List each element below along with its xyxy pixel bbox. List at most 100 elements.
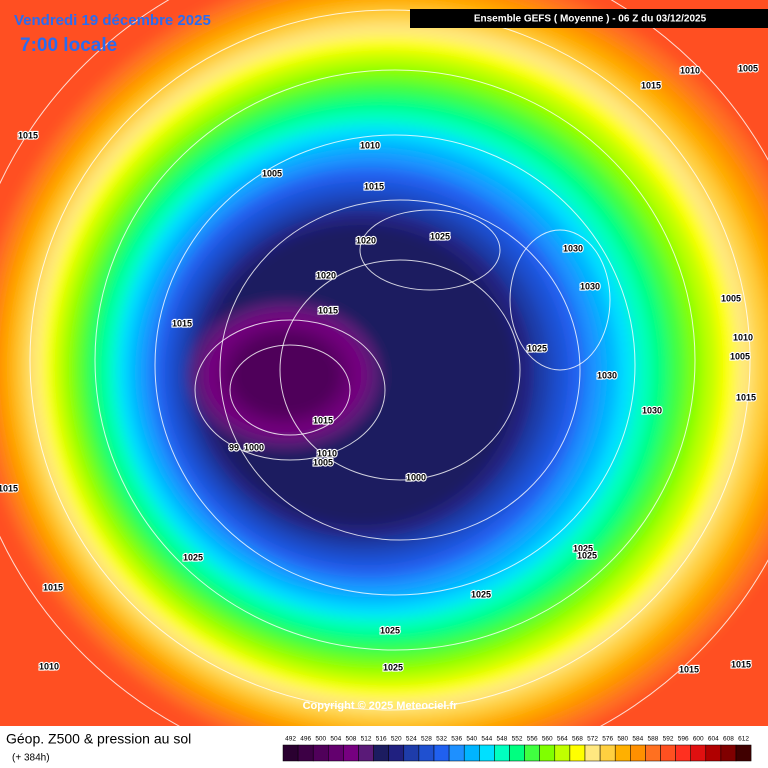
isobar [509,229,611,371]
scale-label: 564 [557,736,568,743]
isobar-label: 1005 [262,168,282,178]
isobar-label: 99 [229,442,239,452]
scale-label: 580 [617,736,628,743]
scale-swatch [312,744,329,762]
scale-label: 552 [512,736,523,743]
isobar-label: 1030 [580,281,600,291]
scale-swatch [524,744,540,762]
isobar-label: 1030 [597,370,617,380]
footer-title: Géop. Z500 & pression au sol [6,731,191,747]
scale-label: 500 [315,736,326,743]
isobar-label: 1010 [317,448,337,458]
scale-swatch [539,744,556,762]
isobar-label: 1015 [172,318,192,328]
scale-swatch [388,744,405,762]
isobar-label: 1005 [730,351,750,361]
isobar [229,344,351,436]
scale-label: 568 [572,736,583,743]
isobar-label: 1015 [0,483,18,493]
field-band [231,334,339,416]
scale-label: 544 [481,736,492,743]
scale-label: 540 [466,736,477,743]
scale-swatch [463,744,480,762]
scale-label: 496 [300,736,311,743]
scale-label: 612 [738,736,749,743]
isobar [29,9,751,711]
scale-swatch [328,744,344,762]
scale-label: 508 [346,736,357,743]
date: Vendredi 19 décembre 2025 [14,12,211,29]
isobar-label: 1025 [471,589,491,599]
isobar-label: 1015 [318,305,338,315]
scale-label: 556 [527,736,538,743]
isobar [154,134,636,596]
scale-label: 528 [421,736,432,743]
isobar-label: 1010 [680,65,700,75]
scale-swatch [614,744,631,762]
isobar-label: 1030 [642,405,662,415]
scale-label: 600 [693,736,704,743]
scale-swatch [479,744,495,762]
isobar-label: 1025 [577,550,597,560]
scale-label: 516 [376,736,387,743]
scale-swatch [403,744,420,762]
isobar-label: 1015 [18,130,38,140]
isobar-label: 1020 [316,270,336,280]
scale-swatch [645,744,661,762]
scale-swatch [554,744,571,762]
isobar-label: 1000 [406,472,426,482]
scale-label: 604 [708,736,719,743]
scale-label: 520 [391,736,402,743]
scale-label: 592 [663,736,674,743]
scale-label: 608 [723,736,734,743]
isobar [194,319,386,461]
isobar-label: 1000 [244,442,264,452]
scale-label: 504 [330,736,341,743]
scale-swatch [358,744,374,762]
isobar [359,209,501,291]
isobar-label: 1025 [527,343,547,353]
isobar [219,199,581,541]
isobar-label: 1015 [731,659,751,669]
scale-swatch [675,744,691,762]
scale-label: 560 [542,736,553,743]
isobar [279,259,521,481]
isobar-label: 1015 [641,80,661,90]
isobar-label: 1015 [736,392,756,402]
scale-swatch [418,744,435,762]
scale-swatch [705,744,722,762]
scale-label: 596 [678,736,689,743]
isobar-label: 1025 [430,231,450,241]
isobar-label: 1005 [738,63,758,73]
scale-swatch [448,744,465,762]
isobar-label: 1015 [364,181,384,191]
isobar-label: 1010 [733,332,753,342]
time: 7:00 locale [20,35,117,56]
scale-label: 532 [436,736,447,743]
scale-swatch [584,744,601,762]
isobar-label: 1015 [679,664,699,674]
scale-swatch [509,744,525,762]
isobar-label: 1010 [360,140,380,150]
scale-label: 572 [587,736,598,743]
scale-label: 588 [648,736,659,743]
scale-label: 576 [602,736,613,743]
scale-swatch [343,744,359,762]
scale-swatch [297,744,314,762]
isobar-label: 1030 [563,243,583,253]
scale-label: 536 [451,736,462,743]
isobar-label: 1025 [573,543,593,553]
isobar-label: 1005 [721,293,741,303]
scale-swatch [282,744,299,762]
model-box [410,9,768,28]
isobar-label: 1025 [383,662,403,672]
copyright: Copyright © 2025 Meteociel.fr [303,700,459,712]
scale-label: 512 [361,736,372,743]
scale-swatch [569,744,586,762]
scale-label: 548 [497,736,508,743]
isobar-label: 1015 [313,415,333,425]
isobar-label: 1025 [183,552,203,562]
